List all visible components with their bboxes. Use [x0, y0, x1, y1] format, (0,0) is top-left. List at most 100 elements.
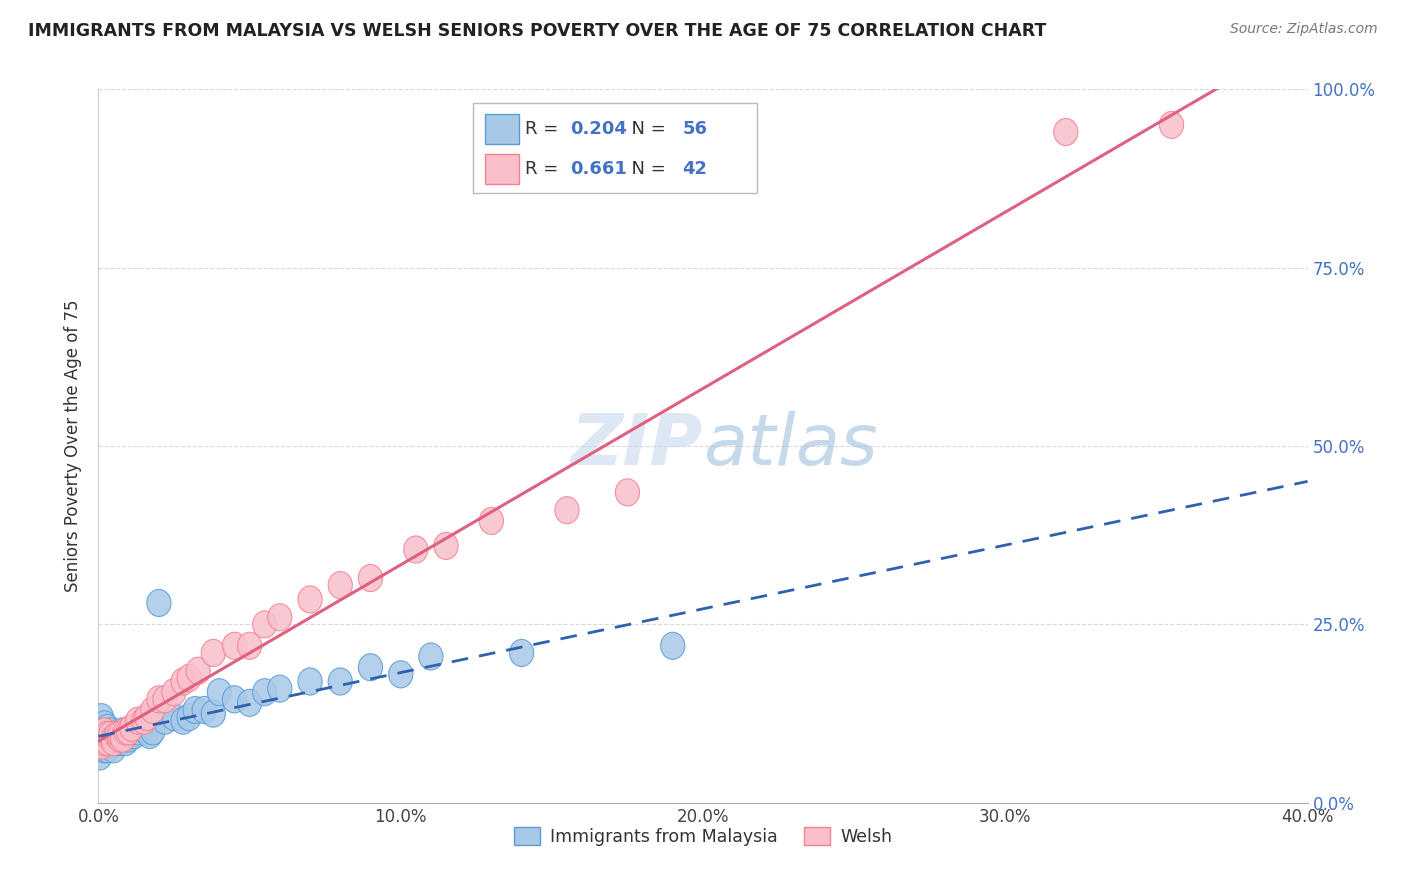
- Ellipse shape: [153, 707, 177, 734]
- FancyBboxPatch shape: [485, 114, 519, 145]
- Legend: Immigrants from Malaysia, Welsh: Immigrants from Malaysia, Welsh: [505, 819, 901, 855]
- Ellipse shape: [101, 736, 125, 763]
- Ellipse shape: [96, 725, 120, 752]
- Ellipse shape: [107, 729, 132, 756]
- Text: 56: 56: [682, 120, 707, 138]
- Ellipse shape: [146, 686, 172, 713]
- Ellipse shape: [172, 668, 195, 695]
- Ellipse shape: [125, 707, 150, 734]
- Ellipse shape: [207, 679, 232, 706]
- Ellipse shape: [107, 722, 132, 748]
- Ellipse shape: [101, 725, 125, 752]
- Ellipse shape: [267, 675, 292, 702]
- Ellipse shape: [1160, 112, 1184, 138]
- Ellipse shape: [98, 722, 122, 748]
- Ellipse shape: [186, 657, 211, 684]
- Ellipse shape: [359, 654, 382, 681]
- Ellipse shape: [509, 640, 534, 666]
- Ellipse shape: [616, 479, 640, 506]
- Ellipse shape: [90, 718, 114, 745]
- Ellipse shape: [132, 714, 156, 741]
- Ellipse shape: [555, 497, 579, 524]
- Ellipse shape: [201, 700, 225, 727]
- Text: 0.204: 0.204: [569, 120, 627, 138]
- Ellipse shape: [87, 743, 112, 770]
- Ellipse shape: [193, 697, 217, 723]
- Ellipse shape: [101, 729, 125, 756]
- Ellipse shape: [419, 643, 443, 670]
- Ellipse shape: [104, 722, 129, 748]
- Ellipse shape: [101, 722, 125, 748]
- Text: R =: R =: [526, 120, 564, 138]
- Ellipse shape: [222, 632, 246, 659]
- Ellipse shape: [388, 661, 413, 688]
- Ellipse shape: [117, 718, 141, 745]
- Ellipse shape: [96, 722, 120, 748]
- Ellipse shape: [96, 732, 120, 759]
- Ellipse shape: [172, 707, 195, 734]
- Ellipse shape: [434, 533, 458, 559]
- Ellipse shape: [104, 725, 129, 752]
- Ellipse shape: [111, 718, 135, 745]
- Ellipse shape: [146, 590, 172, 616]
- Ellipse shape: [201, 640, 225, 666]
- Text: ZIP: ZIP: [571, 411, 703, 481]
- Ellipse shape: [141, 718, 165, 745]
- FancyBboxPatch shape: [485, 154, 519, 184]
- FancyBboxPatch shape: [474, 103, 758, 193]
- Ellipse shape: [135, 718, 159, 745]
- Ellipse shape: [298, 586, 322, 613]
- Ellipse shape: [253, 679, 277, 706]
- Ellipse shape: [107, 725, 132, 752]
- Ellipse shape: [96, 714, 120, 741]
- Ellipse shape: [98, 718, 122, 745]
- Ellipse shape: [90, 732, 114, 759]
- Ellipse shape: [111, 725, 135, 752]
- Ellipse shape: [328, 572, 353, 599]
- Text: N =: N =: [620, 120, 671, 138]
- Ellipse shape: [114, 729, 138, 756]
- Y-axis label: Seniors Poverty Over the Age of 75: Seniors Poverty Over the Age of 75: [65, 300, 83, 592]
- Ellipse shape: [328, 668, 353, 695]
- Ellipse shape: [222, 686, 246, 713]
- Text: R =: R =: [526, 161, 564, 178]
- Text: 42: 42: [682, 161, 707, 178]
- Ellipse shape: [162, 704, 186, 731]
- Ellipse shape: [267, 604, 292, 631]
- Ellipse shape: [162, 679, 186, 706]
- Ellipse shape: [153, 686, 177, 713]
- Ellipse shape: [98, 722, 122, 748]
- Ellipse shape: [238, 690, 262, 716]
- Ellipse shape: [90, 729, 114, 756]
- Ellipse shape: [93, 736, 117, 763]
- Ellipse shape: [104, 729, 129, 756]
- Text: Source: ZipAtlas.com: Source: ZipAtlas.com: [1230, 22, 1378, 37]
- Ellipse shape: [253, 611, 277, 638]
- Ellipse shape: [101, 729, 125, 756]
- Ellipse shape: [661, 632, 685, 659]
- Ellipse shape: [177, 665, 201, 691]
- Ellipse shape: [93, 729, 117, 756]
- Ellipse shape: [96, 729, 120, 756]
- Ellipse shape: [359, 565, 382, 591]
- Ellipse shape: [117, 725, 141, 752]
- Ellipse shape: [93, 722, 117, 748]
- Ellipse shape: [125, 718, 150, 745]
- Ellipse shape: [404, 536, 427, 563]
- Text: 0.661: 0.661: [569, 161, 627, 178]
- Ellipse shape: [98, 729, 122, 756]
- Ellipse shape: [132, 707, 156, 734]
- Ellipse shape: [111, 725, 135, 752]
- Ellipse shape: [138, 722, 162, 748]
- Ellipse shape: [141, 697, 165, 723]
- Ellipse shape: [120, 714, 143, 741]
- Ellipse shape: [114, 718, 138, 745]
- Ellipse shape: [93, 725, 117, 752]
- Ellipse shape: [114, 722, 138, 748]
- Ellipse shape: [298, 668, 322, 695]
- Ellipse shape: [1053, 119, 1078, 145]
- Ellipse shape: [183, 697, 207, 723]
- Ellipse shape: [120, 722, 143, 748]
- Text: N =: N =: [620, 161, 671, 178]
- Ellipse shape: [93, 718, 117, 745]
